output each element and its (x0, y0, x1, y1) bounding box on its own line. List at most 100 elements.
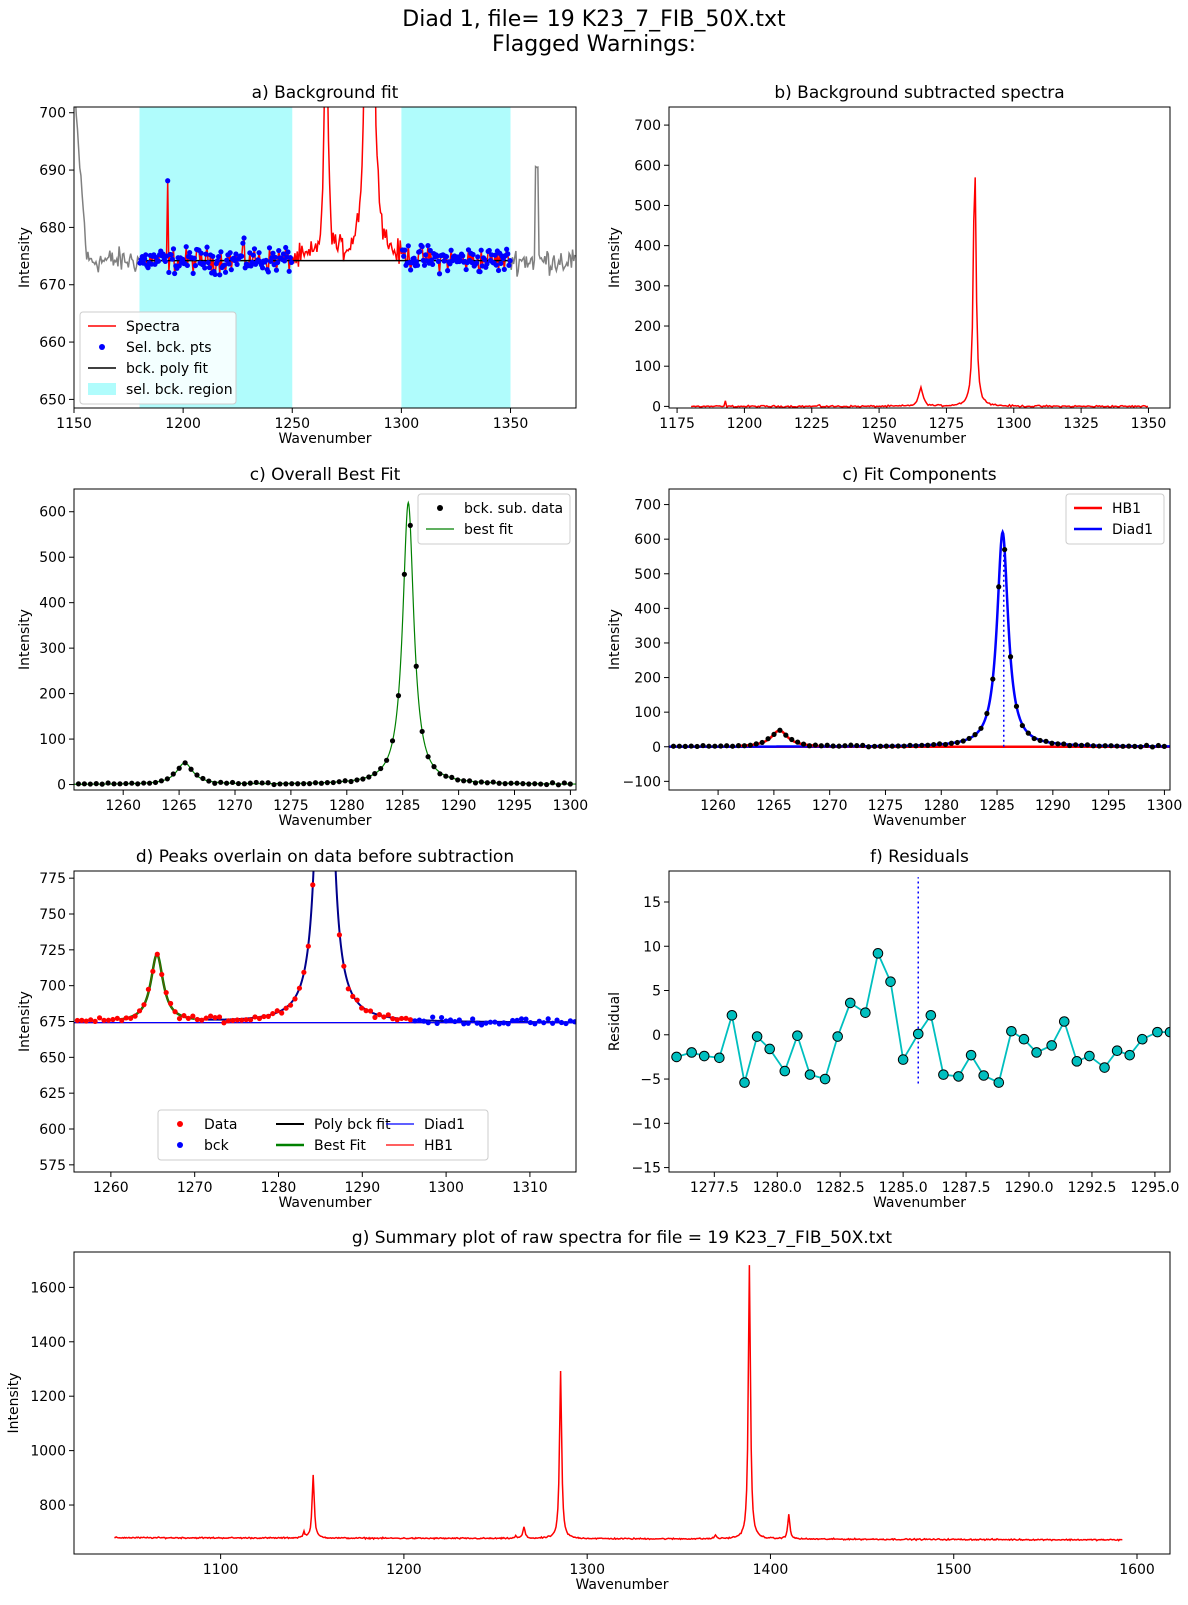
bck-point (514, 1017, 520, 1023)
bck-sub-data-point (407, 522, 413, 529)
bck-sub-data-point (1055, 741, 1061, 747)
best-fit-line (119, 953, 195, 1021)
bck-sub-data-point (1007, 654, 1014, 660)
y-tick-label: 400 (634, 239, 661, 255)
data-point (199, 1017, 205, 1023)
data-point (261, 1013, 267, 1020)
data-point (310, 882, 316, 888)
bck-sub-data-point (866, 744, 872, 750)
bck-sub-data-point (538, 781, 544, 787)
x-tick-label: 1290.0 (1005, 1180, 1054, 1196)
bck-point (423, 252, 429, 258)
bck-point (283, 244, 289, 251)
hb1-overlay-line (119, 953, 195, 1020)
data-point (141, 1002, 147, 1008)
x-tick-label: 1285 (979, 798, 1015, 814)
bck-sub-data-point (235, 780, 242, 787)
x-tick-label: 1295.0 (1130, 1180, 1179, 1196)
data-point (319, 357, 324, 362)
bck-sub-data-point (931, 741, 937, 748)
bck-sub-data-point (437, 771, 443, 777)
data-point (92, 1018, 98, 1024)
y-tick-label: 100 (634, 705, 661, 721)
bck-sub-data-point (730, 743, 736, 749)
y-tick-label: 700 (39, 979, 66, 995)
data-point (372, 1014, 378, 1020)
y-tick-label: 400 (39, 596, 66, 612)
bck-point (487, 1019, 494, 1025)
y-axis-label-g: Intensity (6, 1373, 22, 1434)
bck-point (200, 260, 207, 266)
bck-sub-data-point (194, 772, 200, 778)
residual-point (1031, 1047, 1042, 1058)
x-tick-label: 1300 (553, 798, 589, 814)
y-tick-label: 300 (634, 279, 661, 295)
bck-point (443, 1018, 449, 1024)
bck-sub-data-point (759, 739, 765, 746)
x-axis-label-c1: Wavenumber (278, 813, 371, 829)
residual-point (860, 1007, 871, 1018)
residual-point (1006, 1025, 1017, 1037)
bck-point (563, 1020, 569, 1027)
y-tick-label: 200 (39, 687, 66, 703)
data-point (128, 1015, 134, 1021)
bck-point (205, 259, 211, 266)
bck-sub-data-point (253, 779, 259, 786)
x-tick-label: 1300 (384, 416, 420, 432)
bck-point (435, 258, 441, 264)
bck-point (504, 246, 510, 252)
bck-sub-data-point (741, 743, 748, 749)
data-point (150, 968, 156, 974)
data-point (176, 1015, 183, 1022)
residual-point (792, 1030, 803, 1041)
bck-point (425, 243, 431, 249)
bck-sub-data-point (206, 778, 212, 784)
bck-point (274, 259, 281, 266)
bck-sub-data-point (783, 732, 789, 738)
axes-c2: c) Fit Components Wavenumber Intensity 1260… (607, 465, 1182, 829)
bck-sub-data-point (413, 663, 419, 669)
y-tick-label: −15 (631, 1161, 661, 1177)
bck-point (414, 262, 421, 268)
bck-sub-data-point (1037, 737, 1043, 744)
bck-sub-data-point (567, 781, 573, 787)
bck-sub-data-point (277, 781, 283, 787)
bck-point (427, 247, 433, 254)
bck-point (234, 261, 240, 267)
residual-point (1018, 1033, 1030, 1045)
bck-sub-data-point (883, 743, 889, 749)
bck-sub-data-point (336, 779, 342, 785)
data-point (159, 971, 165, 978)
bck-sub-data-point (170, 771, 176, 777)
y-axis-label-c2: Intensity (607, 609, 623, 670)
x-tick-label: 1200 (727, 416, 763, 432)
bck-sub-data-point (247, 780, 253, 786)
bck-sub-data-point (1013, 703, 1020, 709)
x-tick-label: 1277.5 (690, 1180, 739, 1196)
y-tick-label: 300 (39, 641, 66, 657)
plots-container: a) Background fit Wavenumber Intensity 1150… (6, 83, 1182, 1593)
bck-sub-data-point (919, 742, 925, 748)
bck-point (187, 249, 193, 256)
y-tick-label: 680 (39, 220, 66, 236)
bck-point (558, 1019, 565, 1026)
bck-point (505, 251, 511, 257)
bck-point (434, 1020, 440, 1027)
x-tick-label: 1325 (1063, 416, 1099, 432)
panel-title-g: g) Summary plot of raw spectra for file … (352, 1228, 893, 1248)
bck-sub-data-point (354, 777, 360, 783)
data-point (101, 1017, 107, 1023)
bck-sub-data-point (735, 743, 742, 749)
bck-point (428, 257, 435, 263)
y-axis-label-f: Residual (607, 992, 623, 1051)
x-tick-label: 1200 (165, 416, 201, 432)
bck-sub-data-point (514, 780, 520, 786)
bck-sub-data-point (854, 742, 860, 749)
y-tick-label: 650 (39, 1050, 66, 1066)
panel-c1: c) Overall Best Fit Wavenumber Intensity 12… (17, 465, 588, 829)
plot-area-b (690, 177, 1149, 408)
data-point (88, 1017, 94, 1023)
panel-b: b) Background subtracted spectra Wavenumb… (607, 83, 1171, 447)
legend-label: Diad1 (424, 1117, 465, 1133)
